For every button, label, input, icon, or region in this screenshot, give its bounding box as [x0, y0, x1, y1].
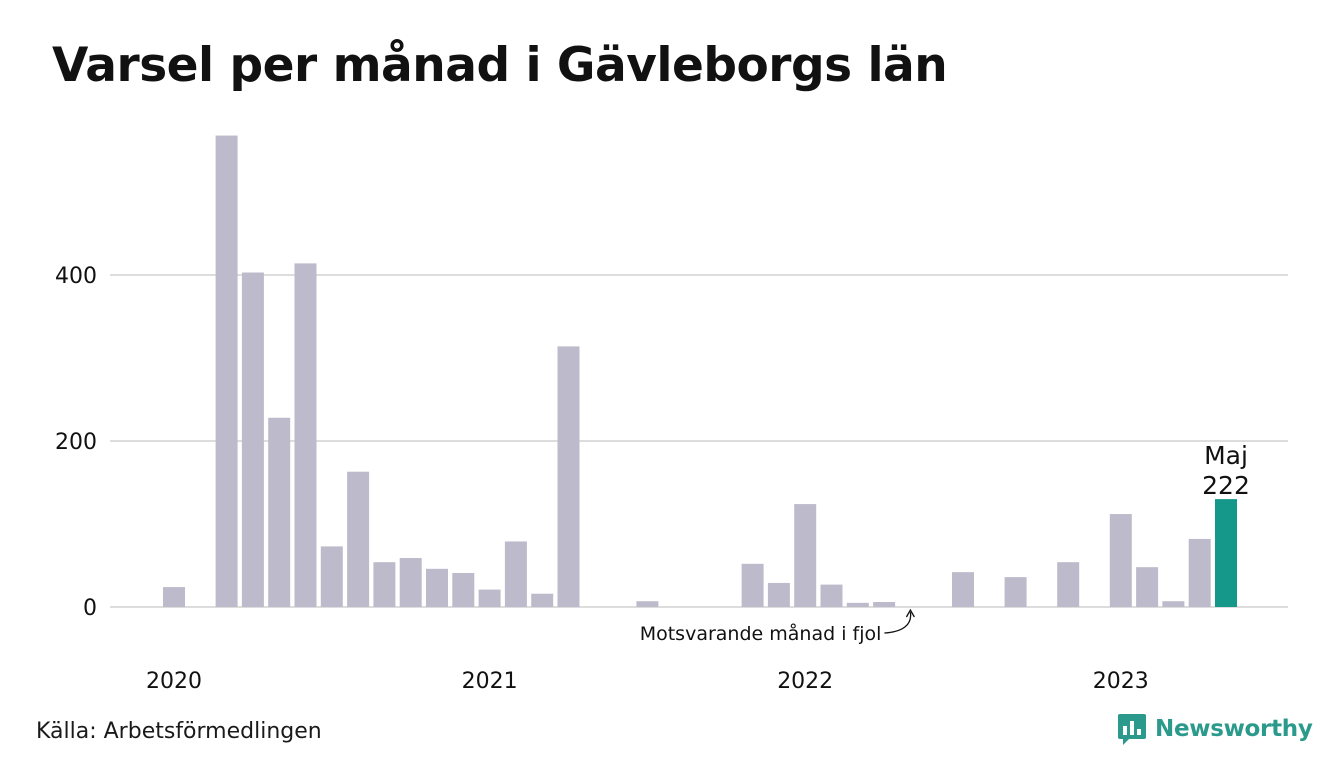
- y-tick-label: 200: [55, 430, 97, 455]
- bars: [163, 135, 1237, 607]
- bar-2022-07: [952, 572, 974, 607]
- bar-2020-10: [399, 558, 422, 607]
- current-value-label: 222: [1202, 471, 1250, 500]
- y-tick-label: 400: [55, 264, 97, 289]
- brand-name: Newsworthy: [1155, 716, 1313, 742]
- bar-2022-09: [1004, 577, 1027, 607]
- source-note: Källa: Arbetsförmedlingen: [36, 719, 322, 744]
- bar-2021-07: [636, 601, 659, 607]
- x-tick-label: 2023: [1093, 669, 1149, 694]
- bar-2021-01: [478, 589, 501, 607]
- bar-2022-11: [1057, 562, 1080, 607]
- bar-2023-04: [1188, 538, 1211, 607]
- bar-2023-03: [1162, 601, 1185, 607]
- bar-2020-08: [347, 471, 370, 607]
- bar-2021-11: [741, 563, 764, 607]
- bar-2020-04: [241, 272, 264, 607]
- bar-2022-01: [794, 504, 817, 607]
- brand-logo: Newsworthy: [1117, 712, 1313, 746]
- bar-2020-07: [320, 546, 343, 607]
- current-month-label: Maj: [1204, 441, 1248, 470]
- x-tick-label: 2021: [462, 669, 518, 694]
- bar-2021-12: [767, 582, 790, 607]
- bar-2022-02: [820, 584, 843, 607]
- bar-2021-03: [531, 593, 554, 607]
- bar-2020-09: [373, 562, 396, 607]
- bar-2020-12: [452, 572, 475, 607]
- bar-2022-04: [873, 602, 896, 607]
- bar-2023-05: [1215, 499, 1237, 607]
- y-tick-label: 0: [83, 596, 97, 621]
- bar-2021-04: [557, 346, 580, 607]
- bar-2020-03: [215, 135, 238, 607]
- chart-title: Varsel per månad i Gävleborgs län: [52, 38, 948, 93]
- x-tick-label: 2022: [777, 669, 833, 694]
- comparison-arrow: [884, 611, 912, 634]
- comparison-annotation-text: Motsvarande månad i fjol: [640, 622, 882, 645]
- bar-2020-05: [268, 417, 291, 607]
- newsworthy-logo-icon: [1118, 714, 1146, 745]
- bar-2021-02: [504, 541, 527, 607]
- x-axis-ticks: 2020 2021 2022 2023: [146, 669, 1149, 694]
- bar-2022-03: [846, 602, 869, 607]
- comparison-arrowhead: [905, 608, 915, 618]
- bar-2020-01: [163, 587, 185, 607]
- bar-2020-06: [294, 263, 317, 607]
- bar-2020-11: [426, 568, 448, 607]
- bar-2023-02: [1136, 567, 1159, 607]
- x-tick-label: 2020: [146, 669, 202, 694]
- bar-2023-01: [1109, 514, 1132, 607]
- y-axis-ticks: 0 200 400: [55, 264, 97, 621]
